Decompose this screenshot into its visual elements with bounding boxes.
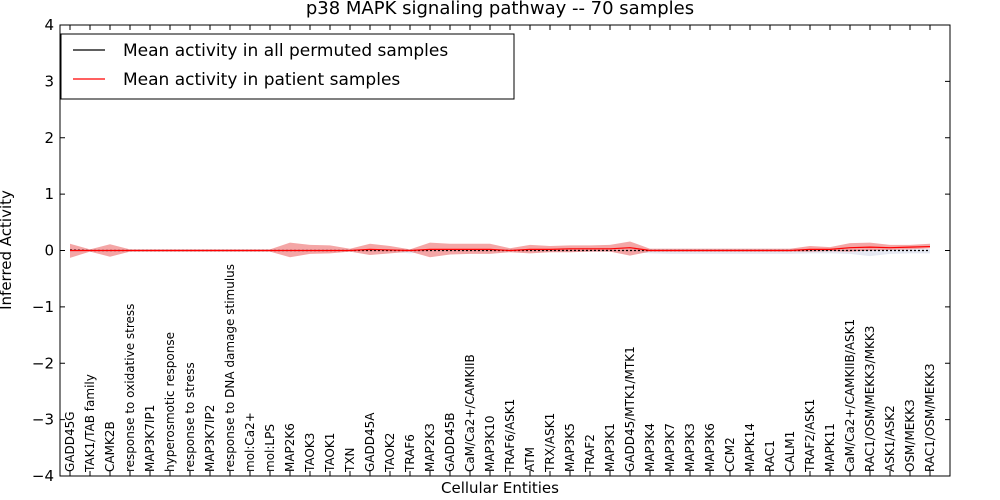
x-tick-label: TRX/ASK1	[543, 413, 557, 473]
x-tick-label: CCM2	[723, 437, 737, 472]
x-tick-label: MAP3K5	[563, 423, 577, 472]
x-tick-label: MAP3K6	[703, 423, 717, 472]
x-tick-label: CaM/Ca2+/CAMKIIB	[463, 354, 477, 472]
x-tick-label: TAOK2	[383, 433, 397, 473]
y-tick-label: −1	[32, 298, 54, 316]
x-tick-label: hyperosmotic response	[163, 332, 177, 472]
x-axis-ticks: GADD45G TAK1/TAB family CAMK2B response to …	[63, 25, 937, 476]
x-tick-label: MAP2K3	[423, 423, 437, 472]
x-tick-label: TRAF6/ASK1	[503, 399, 517, 473]
x-tick-label: response to oxidative stress	[123, 304, 137, 472]
series-lines	[69, 245, 931, 252]
x-tick-label: MAP3K4	[643, 423, 657, 472]
legend-label-patient: Mean activity in patient samples	[123, 70, 400, 90]
x-tick-label: TAOK1	[323, 433, 337, 473]
chart-title: p38 MAPK signaling pathway -- 70 samples	[306, 0, 694, 19]
x-axis-label: Cellular Entities	[441, 479, 559, 497]
x-tick-label: CaM/Ca2+/CAMKIIB/ASK1	[843, 319, 857, 472]
x-tick-label: MAPK11	[823, 423, 837, 472]
x-tick-label: RAC1	[763, 440, 777, 472]
legend-box	[60, 33, 515, 100]
x-tick-label: RAC1/OSM/MEKK3/MKK3	[863, 326, 877, 472]
x-tick-label: TRAF2	[583, 434, 597, 473]
y-axis-ticks: −4 −3 −2 −1 0 1 2 3 4	[32, 16, 950, 485]
y-tick-label: −3	[32, 411, 54, 429]
x-tick-label: CALM1	[783, 431, 797, 472]
x-tick-label: TAOK3	[303, 433, 317, 473]
x-tick-label: MAP3K7IP1	[143, 405, 157, 472]
x-tick-label: mol:Ca2+	[243, 412, 257, 472]
x-tick-label: MAP3K10	[483, 415, 497, 472]
y-tick-label: 1	[44, 185, 54, 203]
y-tick-label: 2	[44, 129, 54, 147]
x-tick-label: CAMK2B	[103, 421, 117, 472]
legend: Mean activity in all permuted samples Me…	[60, 33, 515, 100]
y-tick-label: 0	[44, 242, 54, 260]
x-tick-label: MAP3K7	[663, 423, 677, 472]
x-tick-label: mol:LPS	[263, 424, 277, 472]
plot-frame	[59, 24, 951, 477]
y-tick-label: −4	[32, 467, 54, 485]
x-tick-label: OSM/MEKK3	[903, 399, 917, 472]
x-tick-label: response to stress	[183, 362, 197, 472]
x-tick-label: response to DNA damage stimulus	[223, 264, 237, 472]
y-axis-label: Inferred Activity	[0, 190, 15, 310]
x-tick-label: ATM	[523, 447, 537, 472]
line-patient	[70, 245, 931, 252]
x-tick-label: TXN	[343, 447, 357, 473]
x-tick-label: MAP2K6	[283, 423, 297, 472]
x-tick-label: GADD45A	[363, 412, 377, 472]
x-tick-label: MAP3K1	[603, 423, 617, 472]
legend-label-permuted: Mean activity in all permuted samples	[123, 41, 448, 61]
x-tick-label: GADD45B	[443, 413, 457, 473]
x-tick-label: ASK1/ASK2	[883, 405, 897, 472]
x-tick-label: GADD45/MTK1/MTK1	[623, 346, 637, 472]
x-tick-label: MAP3K3	[683, 423, 697, 472]
x-tick-label: TRAF6	[403, 434, 417, 473]
y-tick-label: −2	[32, 354, 54, 372]
y-tick-label: 3	[44, 72, 54, 90]
y-tick-label: 4	[44, 16, 54, 34]
x-tick-label: GADD45G	[63, 411, 77, 472]
x-tick-label: RAC1/OSM/MEKK3	[923, 363, 937, 472]
x-tick-label: TRAF2/ASK1	[803, 399, 817, 473]
x-tick-label: MAP3K7IP2	[203, 405, 217, 472]
x-tick-label: TAK1/TAB family	[83, 374, 97, 473]
x-tick-label: MAPK14	[743, 423, 757, 472]
